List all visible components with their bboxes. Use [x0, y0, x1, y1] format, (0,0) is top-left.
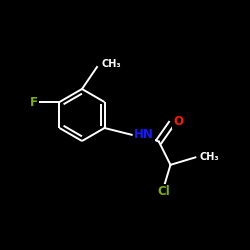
Text: CH₃: CH₃	[200, 152, 219, 162]
Text: Cl: Cl	[157, 185, 170, 198]
Text: O: O	[174, 115, 184, 128]
Text: HN: HN	[134, 128, 154, 141]
Text: CH₃: CH₃	[102, 59, 122, 69]
Text: F: F	[30, 96, 38, 108]
